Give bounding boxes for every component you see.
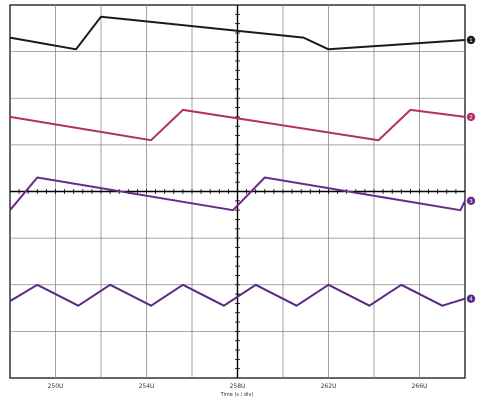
x-axis-title: Time (s / div) [220,392,254,398]
channel-1-marker [466,35,476,45]
x-tick-labels: 250U 254U 258U 262U 266U [48,383,428,390]
trace-channel-4 [9,283,466,307]
channel-1-marker-label: 1 [469,38,473,44]
grid [9,4,466,379]
channel-3-marker [466,196,476,206]
trace-channel-3 [9,176,466,212]
channel-markers: 1 2 3 4 [466,35,476,303]
traces [9,15,466,307]
trace-channel-1 [9,15,466,51]
x-tick-label: 254U [139,383,155,390]
trace-channel-2 [9,108,466,142]
channel-3-marker-label: 3 [469,199,473,205]
channel-2-marker [466,112,476,122]
x-tick-label: 266U [412,383,428,390]
x-tick-label: 258U [230,383,246,390]
channel-4-marker [466,294,476,303]
channel-4-marker-label: 4 [469,297,473,303]
channel-2-marker-label: 2 [469,115,473,121]
x-tick-label: 262U [321,383,337,390]
x-tick-label: 250U [48,383,64,390]
